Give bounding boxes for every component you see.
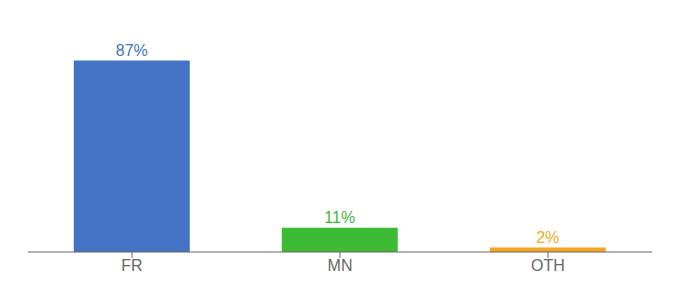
svg-text:FR: FR <box>121 257 142 274</box>
svg-text:MN: MN <box>328 257 353 274</box>
svg-text:OTH: OTH <box>531 257 565 274</box>
svg-text:87%: 87% <box>116 42 148 59</box>
svg-text:11%: 11% <box>324 209 355 226</box>
svg-text:2%: 2% <box>536 229 559 246</box>
